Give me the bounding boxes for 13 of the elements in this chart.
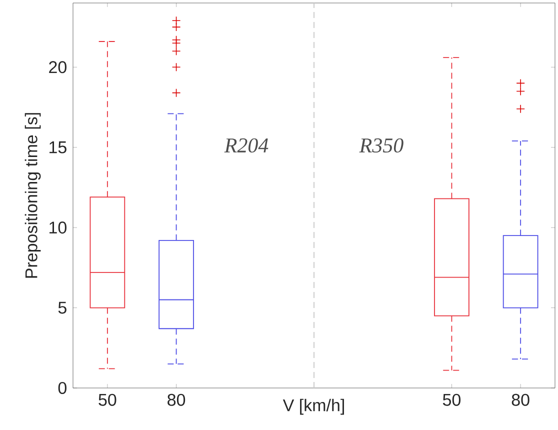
y-tick-label: 5	[58, 302, 66, 314]
y-axis-title: Prepositioning time [s]	[24, 113, 41, 278]
annotation: R204	[224, 138, 268, 153]
annotation: R350	[359, 138, 404, 153]
x-tick-label: 50	[442, 394, 461, 406]
y-tick-label: 0	[58, 382, 66, 394]
y-tick-label: 10	[50, 222, 66, 234]
x-tick-label: 80	[168, 394, 186, 406]
x-tick-label: 50	[98, 394, 116, 406]
x-axis-title: V [km/h]	[282, 398, 344, 415]
x-tick-label: 80	[512, 394, 530, 406]
y-tick-label: 20	[49, 61, 66, 74]
y-tick-label: 15	[50, 141, 66, 154]
